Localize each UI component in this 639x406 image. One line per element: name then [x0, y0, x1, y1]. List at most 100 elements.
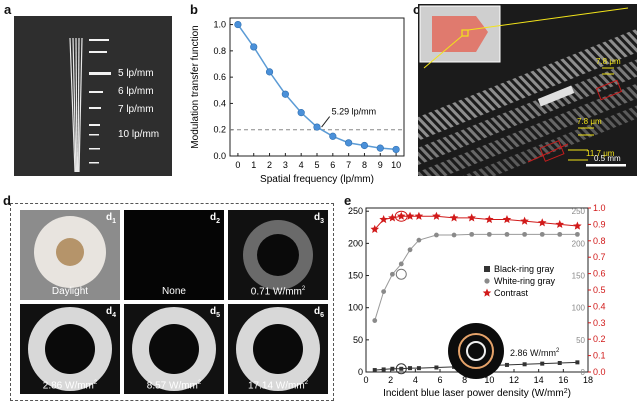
- contrast-point: [537, 218, 547, 227]
- panel-label-a: a: [4, 2, 12, 17]
- white-ring-point: [522, 231, 528, 237]
- white-ring-point: [574, 231, 580, 237]
- y-tick-label-right-red: 0.5: [593, 285, 606, 295]
- black-ring-point: [381, 367, 386, 372]
- x-tick-label: 9: [378, 160, 383, 170]
- x-tick-label: 4: [299, 160, 304, 170]
- legend-marker-contrast: [482, 288, 492, 297]
- x-tick-label: 16: [558, 375, 568, 385]
- white-ring-point: [486, 231, 492, 237]
- white-ring-point: [398, 261, 404, 267]
- mtf-point: [281, 90, 289, 98]
- mtf-point: [360, 141, 369, 150]
- sub-label: d2: [209, 212, 220, 225]
- y-tick-label-left: 250: [348, 206, 363, 216]
- legend-marker-white: [484, 278, 490, 284]
- x-tick-label: 8: [362, 160, 367, 170]
- highlight-circle: [394, 210, 408, 222]
- dim-label-1: 7.8 μm: [596, 57, 621, 66]
- y-tick-label-right-red: 0.9: [593, 219, 606, 229]
- contrast-point: [502, 214, 512, 224]
- panel-label-c: c: [413, 2, 421, 17]
- y-tick-label-right-red: 0.6: [593, 269, 606, 279]
- y-tick-label-right-gray: 100: [572, 304, 586, 313]
- x-tick-label: 10: [391, 160, 401, 170]
- dark-center: [44, 323, 96, 375]
- contrast-point: [379, 214, 388, 224]
- white-ring-point: [451, 232, 457, 238]
- dark-center: [257, 234, 299, 276]
- y-tick-label-right-red: 1.0: [593, 203, 606, 213]
- zoom-line: [467, 7, 629, 31]
- x-tick-label: 14: [534, 375, 544, 385]
- marker-bar: [537, 85, 575, 107]
- black-ring-point: [408, 366, 413, 371]
- glow-ring: [132, 307, 216, 391]
- container-center: [56, 238, 84, 266]
- annotation-label: 5.29 lp/mm: [332, 107, 377, 117]
- inset-inner-ring: [466, 341, 486, 361]
- black-ring-point: [399, 366, 404, 371]
- contrast-point: [520, 216, 529, 225]
- sub-label: d1: [105, 212, 116, 225]
- white-ring-point: [381, 289, 387, 295]
- x-tick-label: 6: [330, 160, 335, 170]
- black-ring-point: [522, 362, 527, 367]
- highlight-circle: [395, 363, 407, 375]
- mtf-point: [250, 43, 258, 51]
- photo-caption: None: [162, 286, 186, 297]
- lp-label-6: 6 lp/mm: [118, 86, 154, 97]
- y-tick-label: 0.8: [213, 46, 226, 56]
- mtf-point: [234, 20, 242, 29]
- y-tick-label-right-red: 0.0: [593, 367, 606, 377]
- lp-label-7: 7 lp/mm: [118, 104, 154, 115]
- highlight-circle: [395, 268, 407, 280]
- lp-label-10: 10 lp/mm: [118, 129, 160, 140]
- sub-label: d4: [105, 306, 116, 319]
- black-ring-point: [434, 365, 439, 370]
- y-tick-label-right-red: 0.4: [593, 301, 606, 311]
- scale-bar-label: 0.5 mm: [594, 154, 621, 163]
- mtf-series-line: [237, 24, 397, 151]
- x-tick-label: 3: [283, 160, 288, 170]
- panel-label-b: b: [190, 2, 198, 17]
- x-axis-label: Incident blue laser power density (W/mm2…: [383, 388, 571, 400]
- y-tick-label-left: 100: [348, 303, 363, 313]
- power-axes: 0 2 4 6 8 10 12 14 16 180501001502002500501001502…: [348, 203, 606, 399]
- panel-label-e: e: [344, 193, 352, 208]
- annotation-arrow: [321, 116, 331, 128]
- photo-grid-frame: [10, 203, 334, 401]
- photo-d2: d2 None: [124, 210, 224, 300]
- mtf-point: [329, 132, 337, 140]
- y-tick-label-right-red: 0.3: [593, 318, 606, 328]
- white-ring-point: [416, 237, 422, 243]
- photo-caption: 0.71 W/mm2: [250, 285, 306, 297]
- sub-label: d6: [313, 306, 324, 319]
- legend-marker-black: [484, 266, 490, 272]
- contrast-point: [432, 211, 441, 220]
- photo-d3: d3 0.71 W/mm2: [228, 210, 328, 300]
- zoom-line: [423, 35, 463, 69]
- target-wedge: [69, 37, 83, 173]
- mtf-point: [345, 139, 353, 147]
- contrast-point: [370, 224, 380, 233]
- white-ring-point: [557, 231, 563, 237]
- panel-label-d: d: [3, 193, 11, 208]
- y-tick-label-left: 150: [348, 271, 363, 281]
- contrast-point: [414, 211, 424, 220]
- mtf-plot: 5.29 lp/mm: [230, 20, 404, 154]
- y-tick-label: 0.0: [213, 151, 226, 161]
- contrast-point: [485, 214, 494, 224]
- x-tick-label: 2: [267, 160, 272, 170]
- glow-ring: [243, 220, 313, 290]
- mtf-point: [313, 123, 321, 131]
- x-tick-label: 10: [484, 375, 494, 385]
- white-ring-point: [407, 247, 413, 253]
- resolution-target-image: 5 lp/mm 6 lp/mm 7 lp/mm 10 lp/mm: [14, 16, 172, 176]
- x-tick-label: 0: [363, 375, 368, 385]
- glow-ring: [28, 307, 112, 391]
- legend-label-contrast: Contrast: [494, 288, 529, 298]
- inset-zoom-box: [461, 29, 469, 37]
- x-tick-label: 7: [346, 160, 351, 170]
- mtf-point: [376, 144, 384, 152]
